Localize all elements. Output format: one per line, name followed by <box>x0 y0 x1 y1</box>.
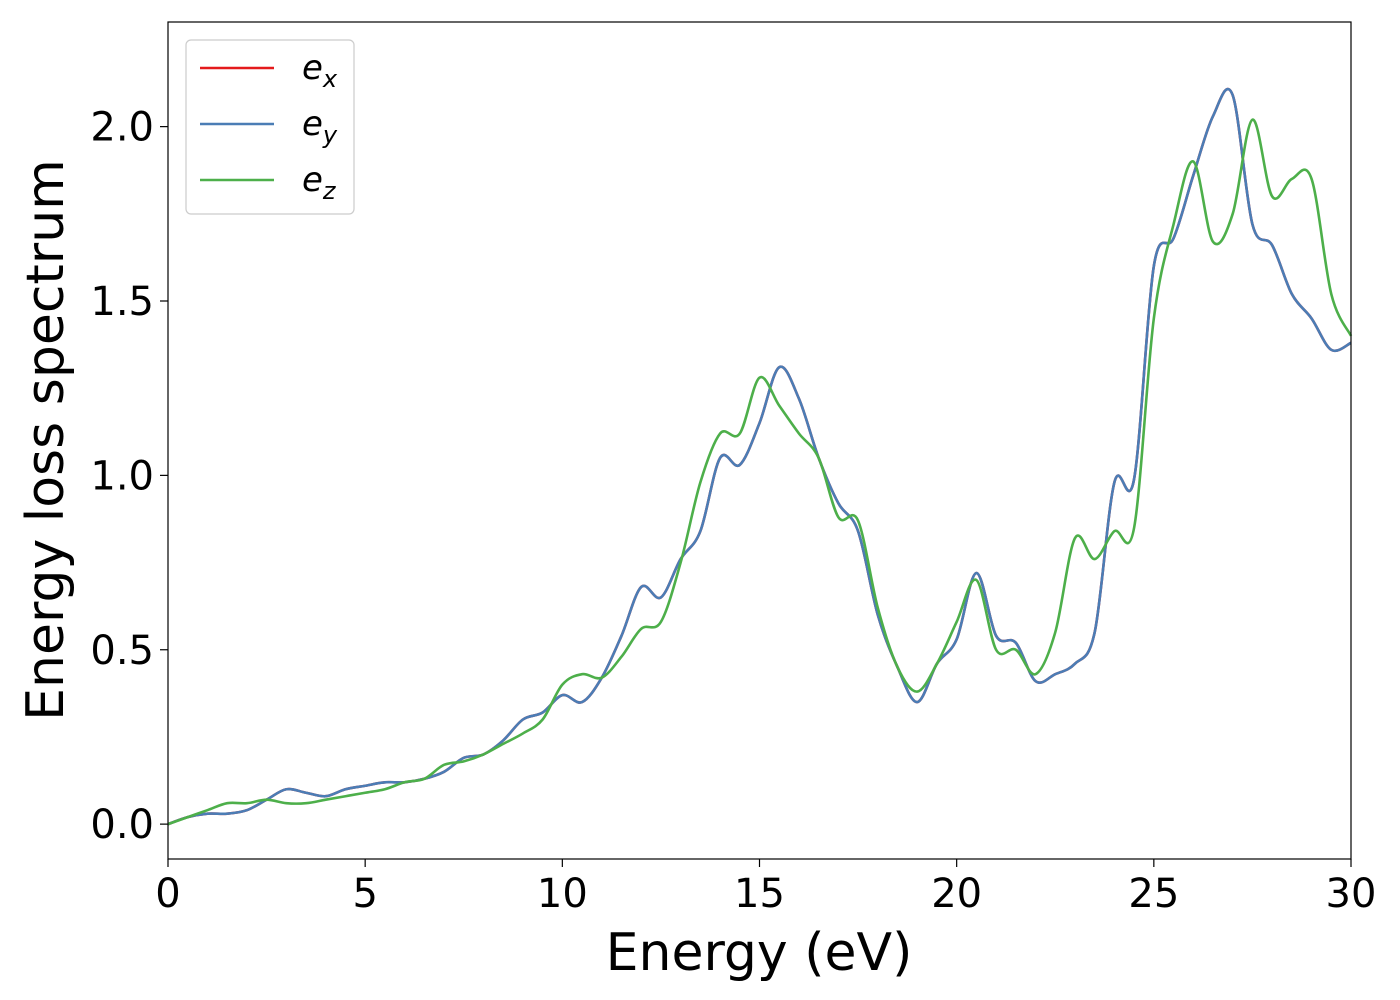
x-tick-label: 5 <box>352 871 377 917</box>
y-axis: 0.0 0.5 1.0 1.5 2.0 <box>90 105 168 848</box>
legend-frame <box>185 39 355 215</box>
series-line-z <box>167 118 1353 826</box>
legend-label-subscript: z <box>322 177 337 205</box>
y-tick-label: 0.5 <box>90 628 154 674</box>
x-tick-label: 10 <box>537 871 588 917</box>
legend-label-base: e <box>302 160 323 200</box>
legend-label-subscript: y <box>322 121 338 149</box>
y-axis-label: Energy loss spectrum <box>16 159 76 721</box>
x-tick-label: 25 <box>1128 871 1179 917</box>
x-tick-label: 15 <box>734 871 785 917</box>
x-tick-label: 30 <box>1326 871 1377 917</box>
y-tick-label: 1.0 <box>90 453 154 499</box>
x-axis-label: Energy (eV) <box>606 923 913 983</box>
y-tick-label: 1.5 <box>90 279 154 325</box>
legend-label-x: ex <box>302 48 338 93</box>
series-layer <box>167 87 1353 826</box>
plot-background <box>168 22 1351 859</box>
legend-label-z: ez <box>302 160 337 205</box>
legend-label-base: e <box>302 48 323 88</box>
y-tick-label: 2.0 <box>90 105 154 151</box>
y-tick-label: 0.0 <box>90 802 154 848</box>
series-line-y <box>167 87 1352 826</box>
x-tick-label: 20 <box>931 871 982 917</box>
legend-label-subscript: x <box>322 65 338 93</box>
legend-label-y: ey <box>302 104 338 149</box>
x-tick-label: 0 <box>155 871 180 917</box>
x-axis: 0 5 10 15 20 25 30 <box>155 859 1376 917</box>
legend-label-base: e <box>302 104 323 144</box>
